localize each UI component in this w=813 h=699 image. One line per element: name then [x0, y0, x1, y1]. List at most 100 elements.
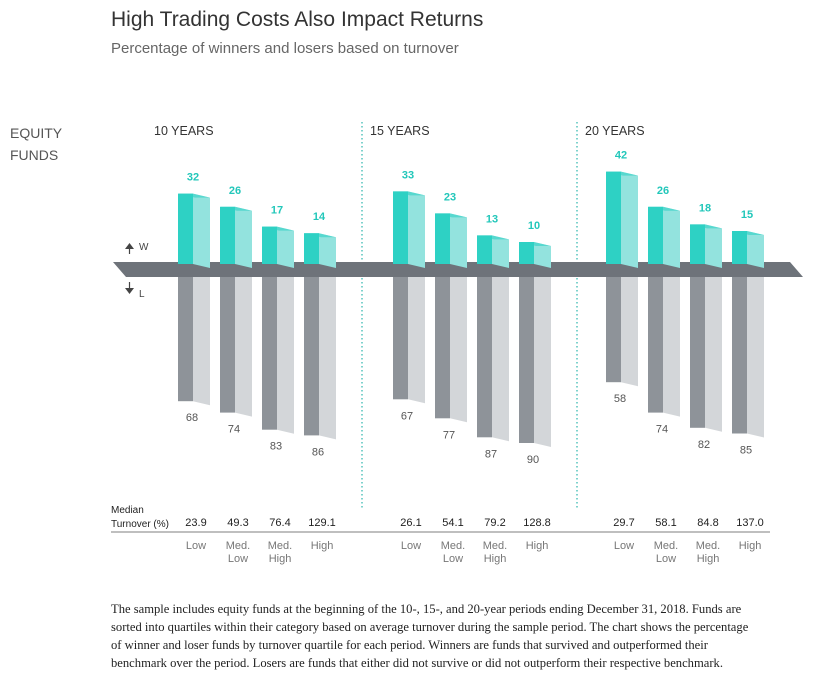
loser-bar-side	[663, 272, 680, 417]
winner-value-label: 32	[187, 172, 199, 184]
quartile-label: Med.	[441, 540, 465, 552]
loser-bar-side	[747, 272, 764, 438]
winner-bar-top	[477, 235, 509, 240]
quartile-label-line2: High	[269, 553, 292, 565]
loser-bar	[519, 272, 534, 443]
quartile-label: Low	[614, 540, 634, 552]
loser-value-label: 68	[186, 412, 198, 424]
winner-bar	[519, 242, 534, 264]
winner-value-label: 18	[699, 202, 711, 214]
loser-bar-side	[534, 272, 551, 447]
loser-value-label: 87	[485, 448, 497, 460]
winner-bar-side	[193, 193, 210, 268]
arrow-down-icon	[125, 288, 134, 294]
loser-bar	[435, 272, 450, 419]
loser-value-label: 83	[270, 441, 282, 453]
loser-value-label: 86	[312, 446, 324, 458]
winner-bar	[393, 191, 408, 264]
turnover-value: 84.8	[697, 517, 718, 529]
winner-bar-top	[304, 233, 336, 238]
loser-bar-side	[319, 272, 336, 440]
loser-bar-side	[492, 272, 509, 442]
turnover-value: 129.1	[308, 517, 336, 529]
winner-bar-side	[319, 233, 336, 268]
winner-value-label: 10	[528, 220, 540, 232]
direction-arrows: W L	[125, 242, 149, 300]
winner-value-label: 13	[486, 213, 498, 225]
winner-value-label: 26	[657, 185, 669, 197]
loser-value-label: 74	[228, 424, 240, 436]
loser-bar	[178, 272, 193, 402]
loser-bar	[262, 272, 277, 430]
turnover-value: 23.9	[185, 517, 206, 529]
quartile-label-line2: High	[484, 553, 507, 565]
quartile-label: High	[526, 540, 549, 552]
loser-value-label: 85	[740, 445, 752, 457]
turnover-value: 137.0	[736, 517, 764, 529]
median-label: Median	[111, 505, 144, 516]
winner-bar-side	[534, 242, 551, 268]
winner-value-label: 33	[402, 169, 414, 181]
winner-bar	[606, 171, 621, 264]
period-label: 20 YEARS	[585, 124, 645, 138]
loser-bar	[648, 272, 663, 413]
period-dividers	[361, 122, 578, 510]
loser-bar	[606, 272, 621, 383]
axis-label-w: W	[139, 242, 149, 253]
quartile-label-line2: Low	[443, 553, 463, 565]
arrow-up-icon	[125, 243, 134, 249]
quartile-label: Low	[401, 540, 421, 552]
loser-bar-side	[235, 272, 252, 417]
loser-bar-side	[408, 272, 425, 404]
loser-bar	[477, 272, 492, 438]
period-label: 10 YEARS	[154, 124, 214, 138]
winner-bar	[435, 213, 450, 264]
chart-subtitle: Percentage of winners and losers based o…	[111, 40, 459, 57]
winner-value-label: 14	[313, 211, 326, 223]
chart-title: High Trading Costs Also Impact Returns	[111, 8, 484, 31]
winner-bar	[648, 206, 663, 264]
winner-bar-side	[277, 226, 294, 268]
turnover-value: 49.3	[227, 517, 248, 529]
quartile-label: Low	[186, 540, 206, 552]
axis-label-l: L	[139, 289, 145, 300]
winner-value-label: 42	[615, 150, 627, 162]
loser-value-label: 82	[698, 439, 710, 451]
loser-bar-side	[277, 272, 294, 434]
loser-bar	[220, 272, 235, 413]
quartile-label: Med.	[483, 540, 507, 552]
loser-value-label: 77	[443, 429, 455, 441]
winner-bar	[304, 233, 319, 264]
winner-bar	[262, 226, 277, 264]
loser-value-label: 74	[656, 424, 668, 436]
quartile-label: Med.	[696, 540, 720, 552]
winner-bar-top	[648, 206, 680, 211]
winner-bar-top	[606, 171, 638, 176]
quartile-label: High	[739, 540, 762, 552]
loser-bar-side	[193, 272, 210, 406]
turnover-value: 128.8	[523, 517, 551, 529]
loser-value-label: 90	[527, 454, 539, 466]
loser-bar-side	[705, 272, 722, 432]
chart-caption: The sample includes equity funds at the …	[111, 602, 749, 670]
quartile-label-line2: Low	[228, 553, 248, 565]
quartile-label: Med.	[226, 540, 250, 552]
loser-bar	[393, 272, 408, 400]
loser-bar	[690, 272, 705, 428]
quartile-label: Med.	[654, 540, 678, 552]
median-turnover-label: Turnover (%)	[111, 519, 169, 530]
turnover-value: 58.1	[655, 517, 676, 529]
winner-value-label: 26	[229, 185, 241, 197]
turnover-value: 54.1	[442, 517, 463, 529]
chart-labels: 10 YEARS326823.9Low267449.3Med.Low178376…	[154, 124, 764, 565]
loser-bar	[732, 272, 747, 434]
winner-bar-top	[262, 226, 294, 231]
winner-bar-top	[178, 193, 210, 198]
winner-value-label: 23	[444, 191, 456, 203]
winner-bar-top	[690, 224, 722, 229]
period-label: 15 YEARS	[370, 124, 430, 138]
quartile-label-line2: High	[697, 553, 720, 565]
winner-bar-top	[220, 206, 252, 211]
winner-bar	[690, 224, 705, 264]
quartile-label-line2: Low	[656, 553, 676, 565]
